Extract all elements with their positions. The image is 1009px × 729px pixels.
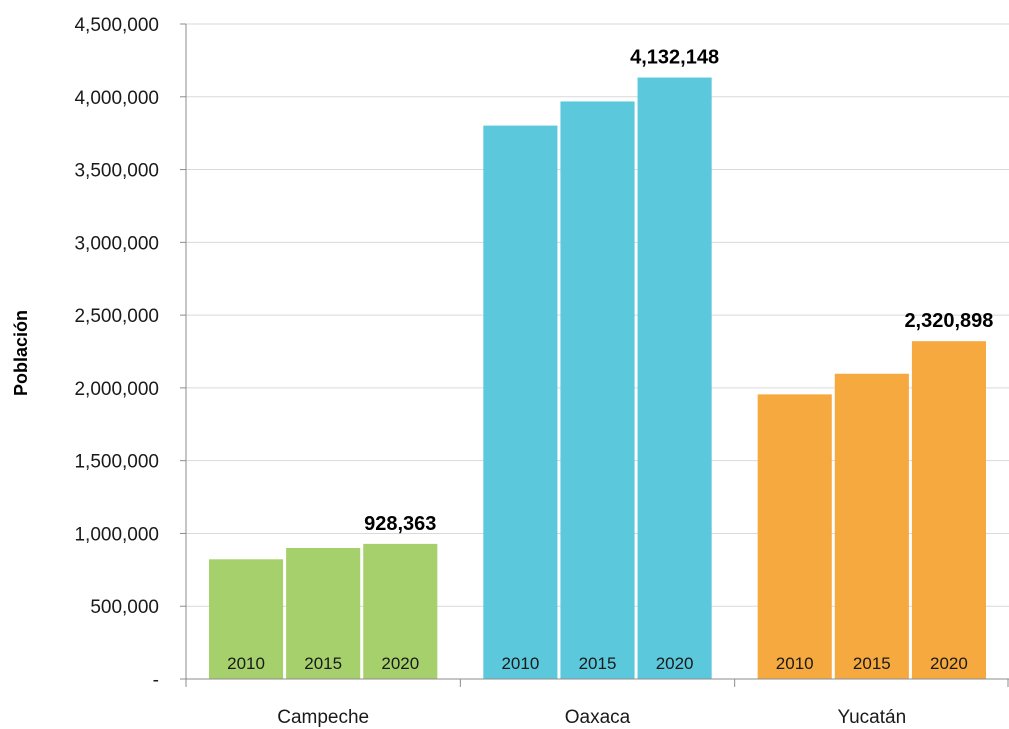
bar-year-label: 2010 [776, 654, 814, 673]
y-axis-label: Población [11, 310, 31, 396]
y-tick-label: 1,000,000 [74, 524, 159, 545]
bar [209, 559, 284, 679]
bar [483, 125, 558, 679]
bar-year-label: 2010 [227, 654, 265, 673]
y-tick-label: 4,500,000 [74, 15, 159, 36]
y-tick-label: 3,000,000 [74, 233, 159, 254]
y-tick-label: - [153, 670, 159, 691]
y-tick-label: 4,000,000 [74, 88, 159, 109]
x-axis: Campeche Oaxaca Yucatán [185, 678, 1009, 728]
y-tick-label: 1,500,000 [74, 452, 159, 473]
bar [286, 548, 361, 679]
y-axis: - 500,000 1,000,000 1,500,000 2,000,000 2,500… [74, 15, 187, 691]
bar-year-label: 2015 [304, 654, 342, 673]
bar [560, 101, 635, 679]
bar [834, 373, 909, 679]
data-label: 4,132,148 [630, 47, 719, 69]
bar [757, 394, 832, 679]
bar-year-label: 2020 [930, 654, 968, 673]
bar-year-label: 2015 [853, 654, 891, 673]
bar [363, 543, 438, 679]
y-tick-label: 2,500,000 [74, 306, 159, 327]
bar-year-label: 2020 [656, 654, 694, 673]
data-label: 928,363 [364, 513, 436, 535]
y-tick-label: 3,500,000 [74, 161, 159, 182]
bar [911, 341, 986, 679]
bars: 2010 2015 2020 928,363 2010 2015 2020 4,132,148… [209, 47, 993, 679]
bar-year-label: 2010 [501, 654, 539, 673]
category-label: Oaxaca [565, 707, 631, 728]
y-tick-label: 500,000 [90, 597, 159, 618]
bar-year-label: 2015 [579, 654, 617, 673]
category-label: Yucatán [837, 707, 906, 728]
bar [637, 77, 712, 679]
bar-year-label: 2020 [381, 654, 419, 673]
y-tick-label: 2,000,000 [74, 379, 159, 400]
category-label: Campeche [277, 707, 369, 728]
data-label: 2,320,898 [904, 310, 993, 332]
